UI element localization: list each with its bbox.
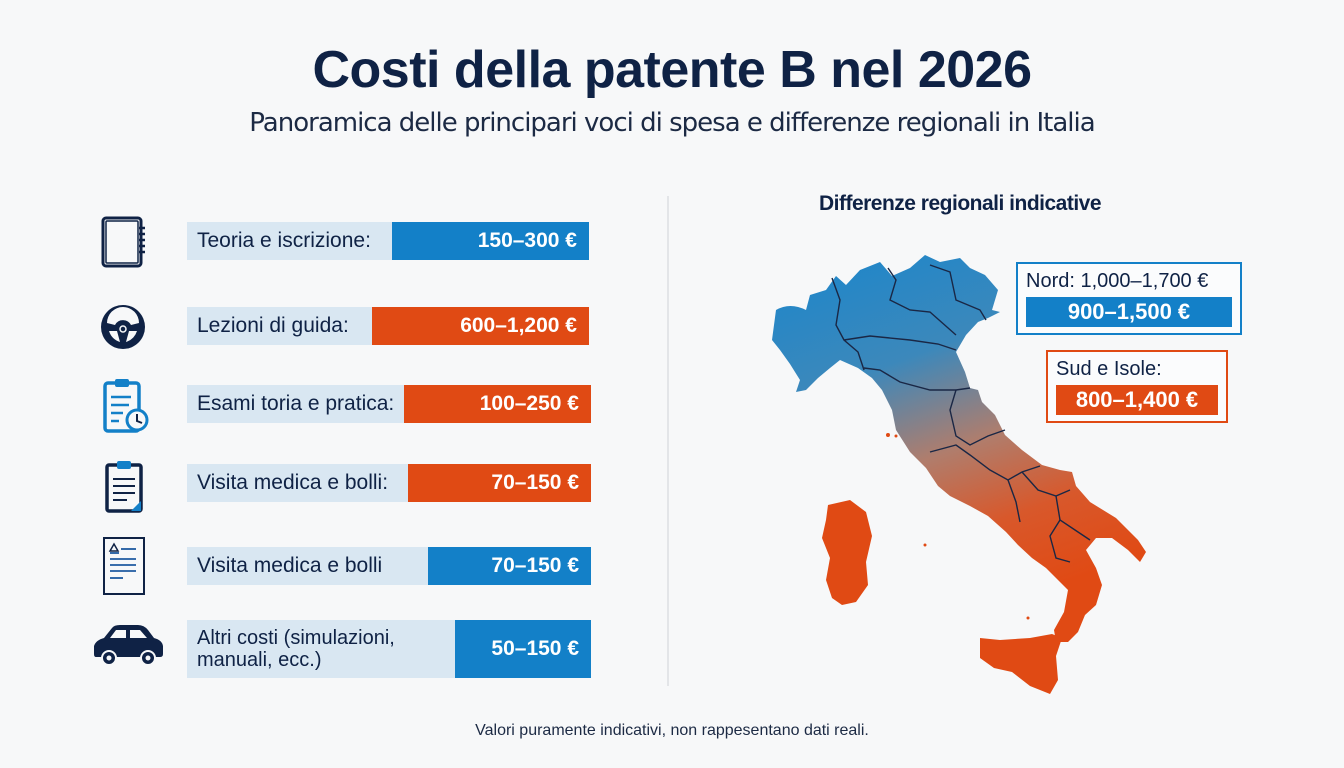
cost-value: 50–150 € [455, 620, 591, 678]
cost-value: 70–150 € [428, 547, 591, 585]
cost-label: Esami toria e pratica: [187, 385, 404, 423]
steering-wheel-icon [95, 297, 155, 357]
clipboard-clock-icon [95, 375, 155, 435]
cost-value: 100–250 € [404, 385, 591, 423]
cost-bar: Visita medica e bolli 70–150 € [187, 547, 591, 585]
document-icon [95, 535, 155, 595]
cost-bar: Lezioni di guida: 600–1,200 € [187, 307, 589, 345]
legend-nord-value: 900–1,500 € [1026, 297, 1232, 327]
car-icon [90, 620, 166, 680]
cost-value: 70–150 € [408, 464, 591, 502]
clipboard-icon [95, 457, 155, 517]
legend-nord: Nord: 1,000–1,700 € 900–1,500 € [1016, 262, 1242, 335]
cost-row-visita-2: Visita medica e bolli 70–150 € [0, 535, 640, 605]
legend-sud-value: 800–1,400 € [1056, 385, 1218, 415]
cost-row-altri: Altri costi (simulazioni, manuali, ecc.)… [0, 610, 640, 680]
cost-bar: Visita medica e bolli: 70–150 € [187, 464, 591, 502]
cost-label: Visita medica e bolli: [187, 464, 408, 502]
cost-value: 600–1,200 € [372, 307, 589, 345]
cost-label: Visita medica e bolli [187, 547, 428, 585]
legend-nord-label: Nord: 1,000–1,700 € [1026, 270, 1232, 293]
cost-label: Altri costi (simulazioni, manuali, ecc.) [187, 620, 427, 678]
footnote: Valori puramente indicativi, non rappese… [0, 722, 1344, 740]
cost-row-teoria: Teoria e iscrizione: 150–300 € [0, 208, 640, 278]
page-subtitle: Panoramica delle principari voci di spes… [0, 108, 1344, 138]
cost-bar: Teoria e iscrizione: 150–300 € [187, 222, 589, 260]
cost-bar: Esami toria e pratica: 100–250 € [187, 385, 591, 423]
map-title: Differenze regionali indicative [780, 192, 1140, 216]
cost-label: Lezioni di guida: [187, 307, 372, 345]
cost-label: Teoria e iscrizione: [187, 222, 392, 260]
cost-bar: Altri costi (simulazioni, manuali, ecc.)… [187, 620, 591, 678]
cost-row-esami: Esami toria e pratica: 100–250 € [0, 371, 640, 441]
cost-row-visita-1: Visita medica e bolli: 70–150 € [0, 452, 640, 522]
cost-value: 150–300 € [392, 222, 589, 260]
legend-sud-label: Sud e Isole: [1056, 358, 1218, 381]
legend-sud: Sud e Isole: 800–1,400 € [1046, 350, 1228, 423]
notebook-icon [95, 212, 155, 272]
page-title: Costi della patente B nel 2026 [0, 40, 1344, 100]
cost-row-lezioni: Lezioni di guida: 600–1,200 € [0, 291, 640, 361]
column-divider [667, 196, 669, 686]
